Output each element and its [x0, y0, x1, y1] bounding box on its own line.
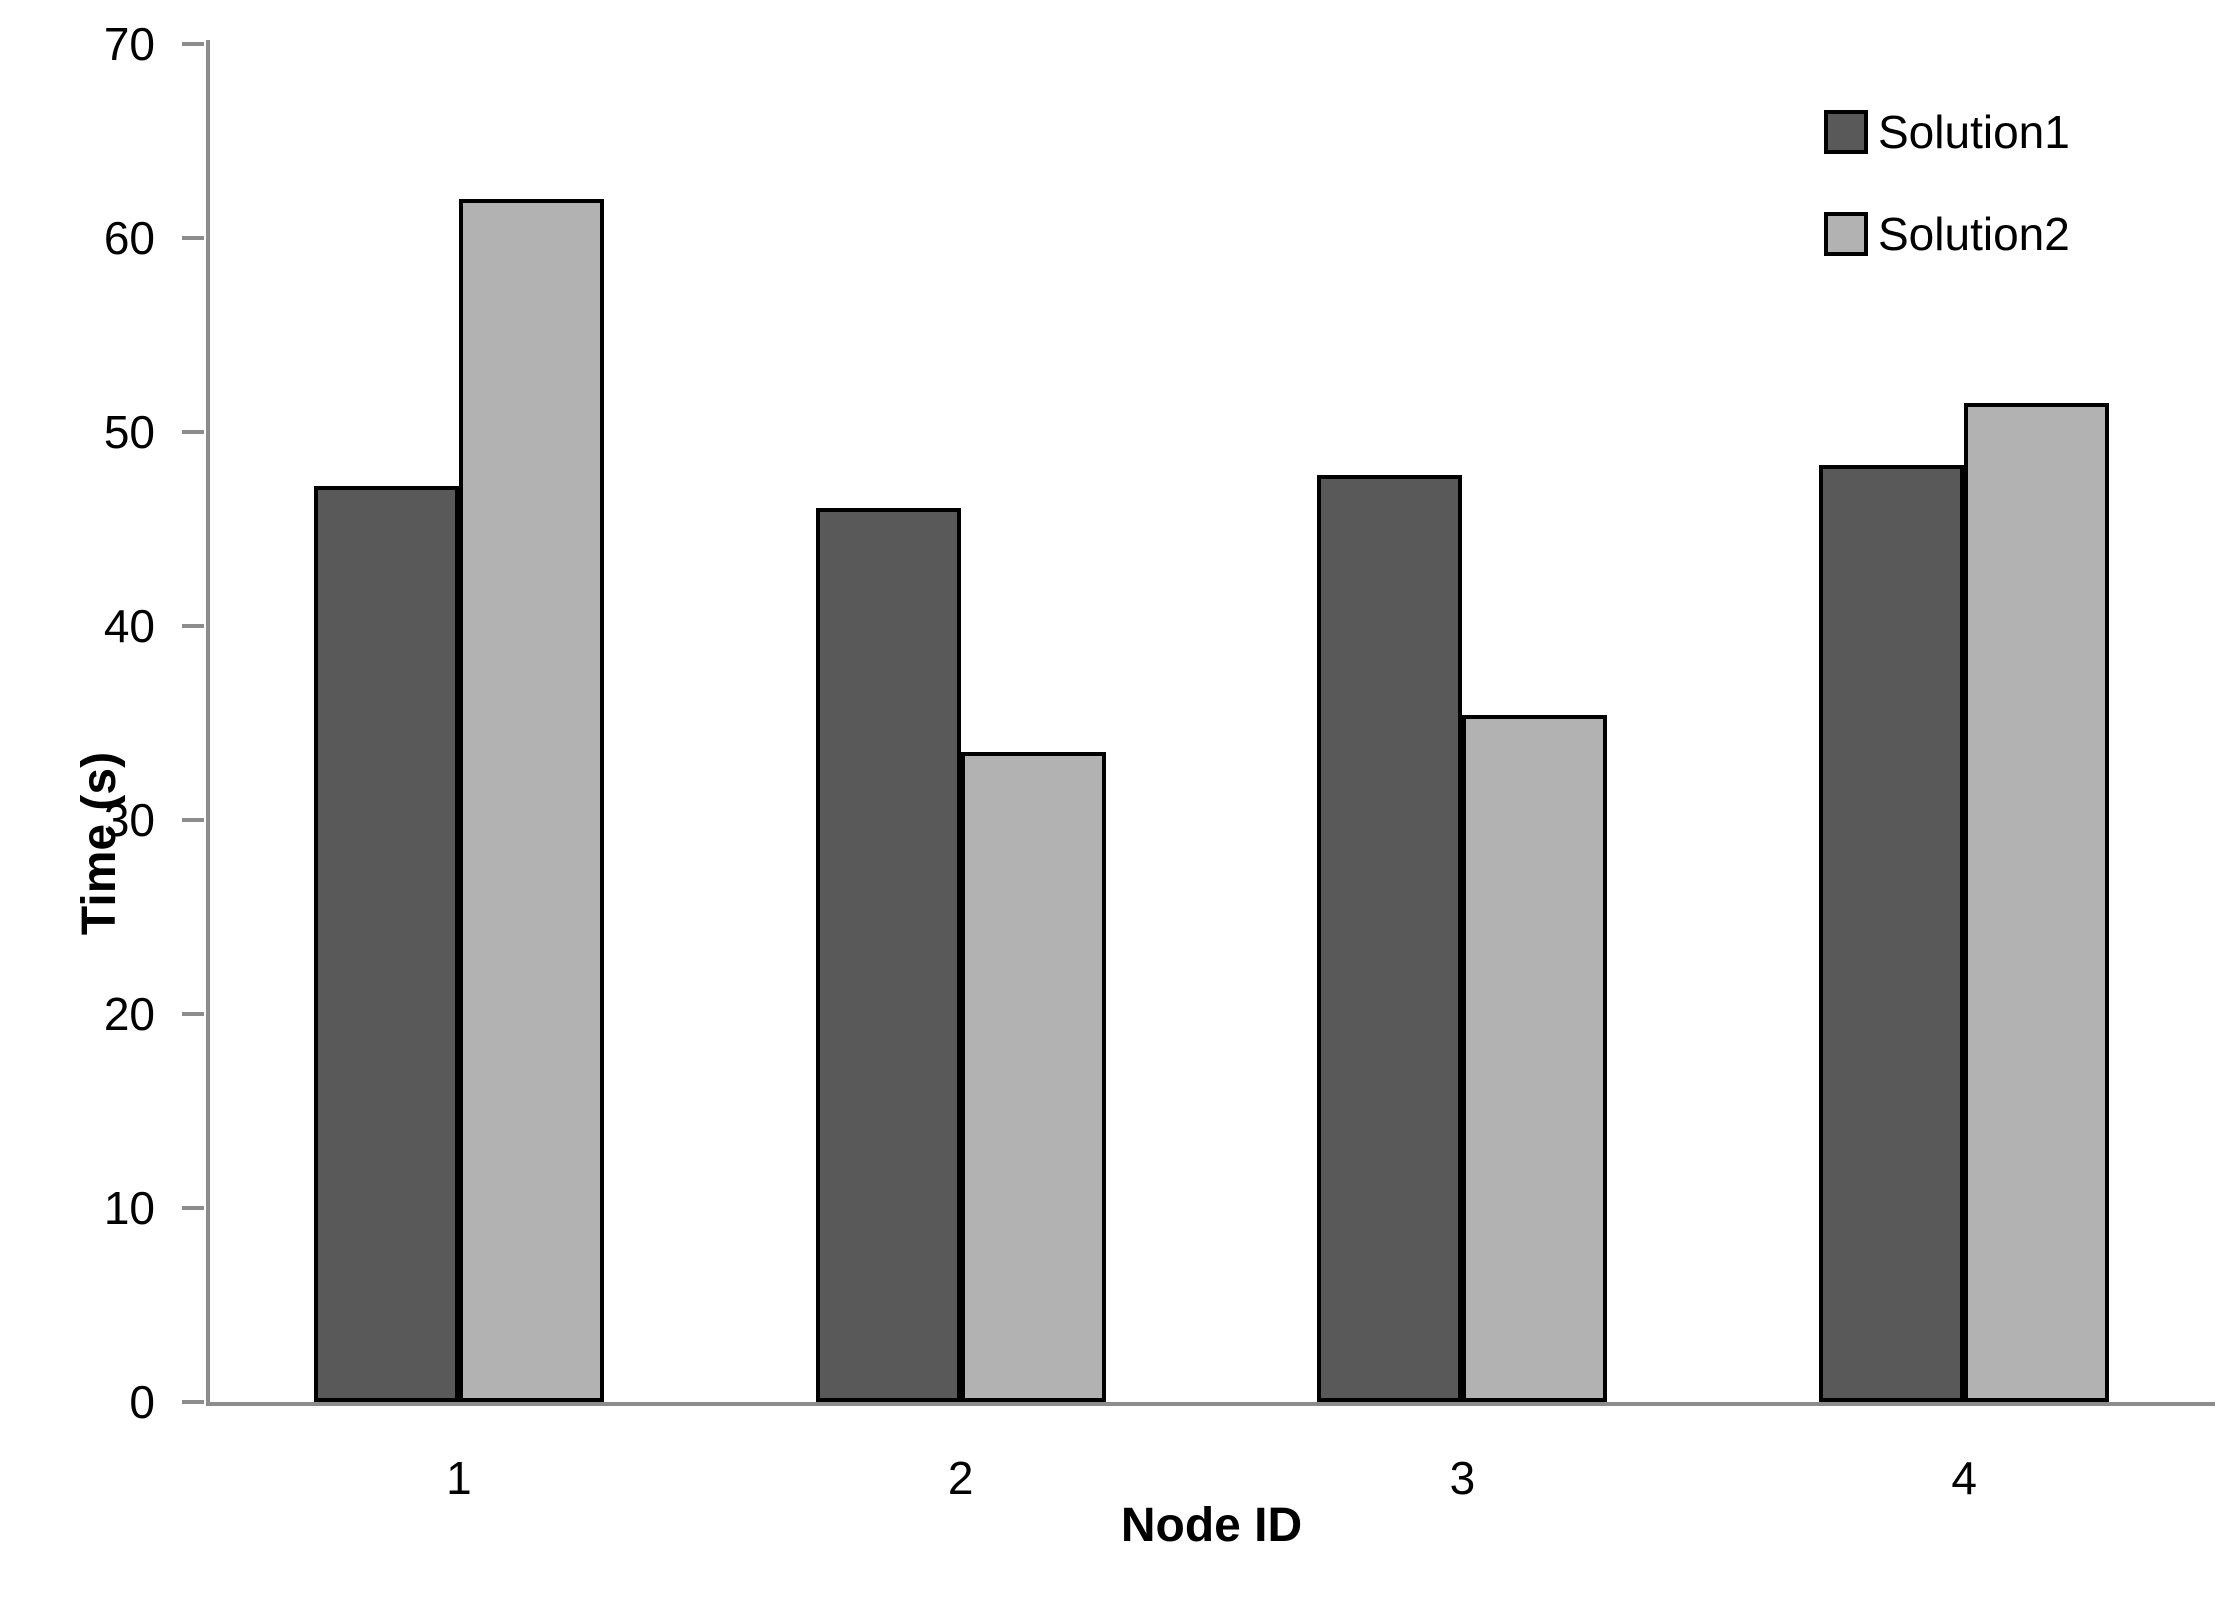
legend: Solution1 Solution2 [1824, 108, 2070, 312]
x-tick-label-1: 1 [446, 1452, 472, 1504]
y-tick-label-20: 20 [103, 988, 155, 1040]
legend-item-solution1: Solution1 [1824, 108, 2070, 156]
x-tick-label-3: 3 [1449, 1452, 1476, 1504]
x-tick-label-4: 4 [1951, 1452, 1977, 1504]
y-axis-line [206, 40, 210, 1406]
bar-solution1-node4 [1819, 464, 1965, 1402]
y-tick-label-50: 50 [103, 406, 155, 458]
y-tick-mark-30 [182, 818, 204, 822]
y-tick-label-40: 40 [103, 600, 155, 652]
legend-label-solution2: Solution2 [1878, 208, 2070, 260]
y-tick-mark-0 [182, 1400, 204, 1404]
y-tick-mark-40 [182, 624, 204, 628]
bar-solution2-node1 [458, 199, 604, 1402]
legend-swatch-solution1 [1824, 110, 1868, 154]
y-tick-mark-70 [182, 42, 204, 46]
legend-label-solution1: Solution1 [1878, 106, 2070, 158]
x-axis-line [206, 1402, 2215, 1406]
y-tick-label-10: 10 [103, 1182, 155, 1234]
bar-solution1-node2 [815, 507, 961, 1402]
legend-item-solution2: Solution2 [1824, 210, 2070, 258]
y-tick-label-60: 60 [103, 212, 155, 264]
x-axis-title: Node ID [1120, 1499, 1303, 1552]
bar-solution1-node3 [1317, 474, 1463, 1402]
y-tick-mark-50 [182, 430, 204, 434]
y-tick-mark-20 [182, 1012, 204, 1016]
y-tick-mark-60 [182, 236, 204, 240]
bar-solution2-node3 [1462, 715, 1608, 1402]
y-tick-label-70: 70 [103, 18, 155, 70]
y-tick-mark-10 [182, 1206, 204, 1210]
y-tick-label-0: 0 [129, 1376, 155, 1428]
legend-swatch-solution2 [1824, 212, 1868, 256]
bar-solution1-node1 [313, 486, 459, 1402]
y-tick-label-30: 30 [103, 794, 155, 846]
bar-solution2-node2 [960, 752, 1106, 1402]
bar-solution2-node4 [1964, 402, 2110, 1402]
x-tick-label-2: 2 [947, 1452, 974, 1504]
plot-area: 0 10 20 30 40 50 60 70 1 2 3 4 [104, 21, 2215, 1504]
